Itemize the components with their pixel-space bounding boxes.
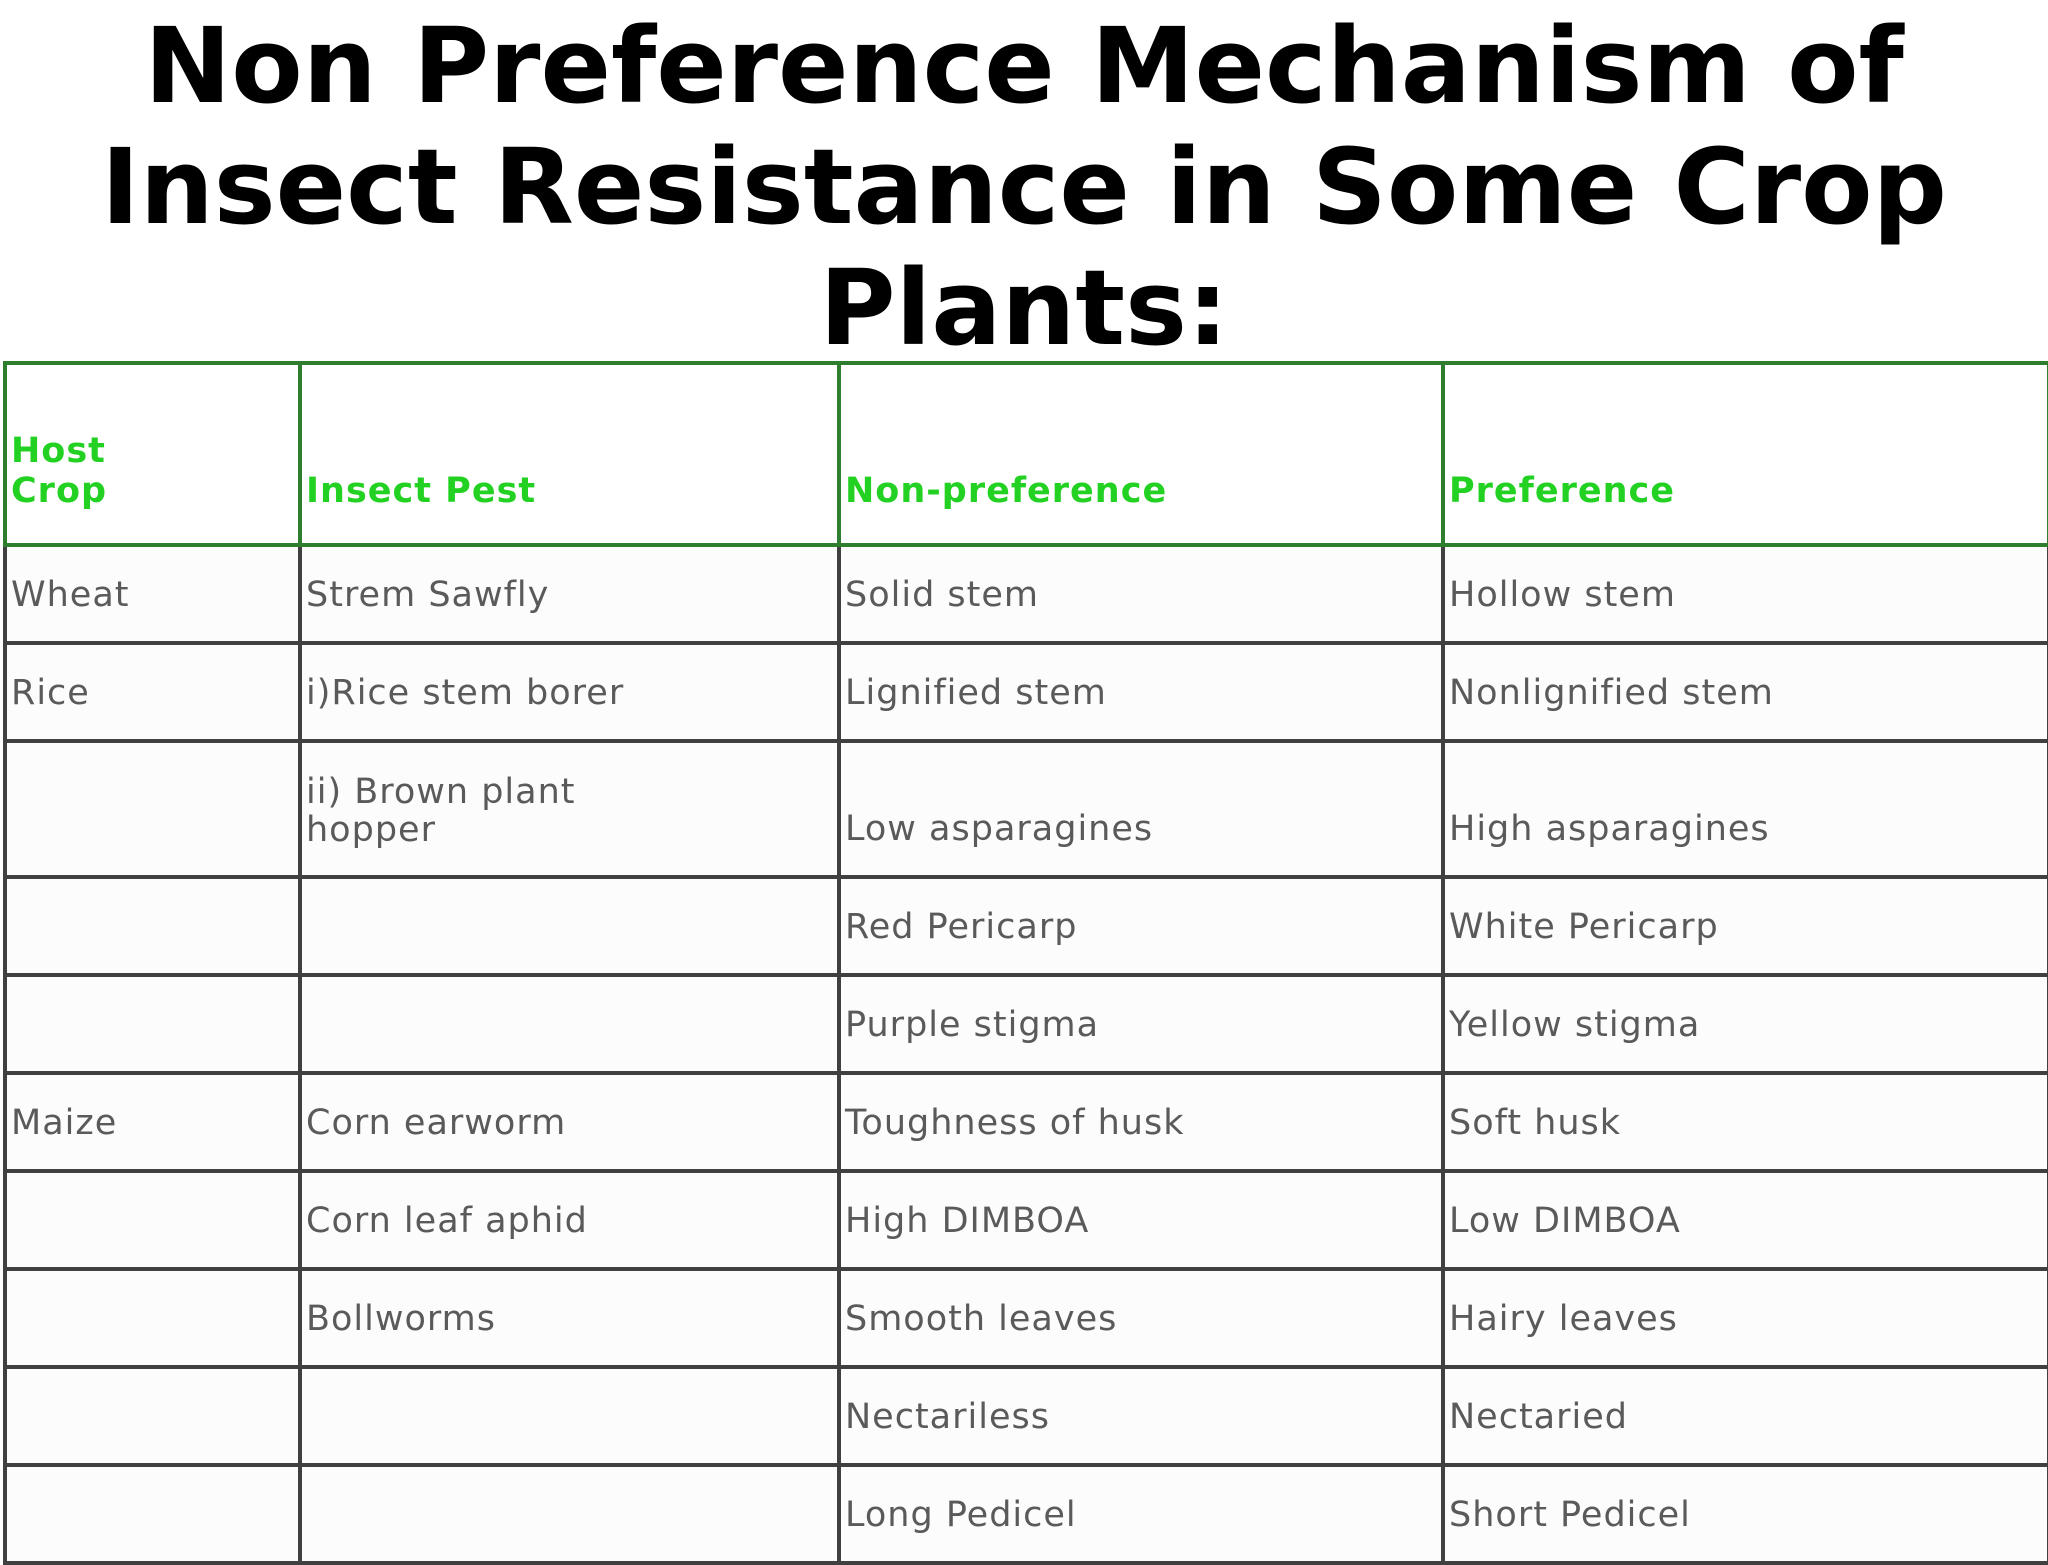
cell-insect-pest [298, 875, 841, 977]
cell-insect-pest: Bollworms [298, 1267, 841, 1369]
cell-host-crop: Wheat [3, 543, 302, 645]
cell-insect-pest: Corn earworm [298, 1071, 841, 1173]
cell-insect-pest: Strem Sawfly [298, 543, 841, 645]
cell-host-crop [3, 739, 302, 879]
cell-non-preference: Red Pericarp [837, 875, 1445, 977]
cell-host-crop: Maize [3, 1071, 302, 1173]
header-preference: Preference [1441, 361, 2048, 547]
cell-non-preference: Low asparagines [837, 739, 1445, 879]
cell-host-crop [3, 1169, 302, 1271]
table-row: ii) Brown plant hopper Low asparagines H… [3, 739, 2048, 879]
cell-insect-pest [298, 1463, 841, 1565]
page-title: Non Preference Mechanism of Insect Resis… [0, 6, 2048, 369]
table-row: Wheat Strem Sawfly Solid stem Hollow ste… [3, 543, 2048, 645]
cell-insect-pest: Corn leaf aphid [298, 1169, 841, 1271]
cell-non-preference: Lignified stem [837, 641, 1445, 743]
cell-preference: White Pericarp [1441, 875, 2048, 977]
title-line-2: Insect Resistance in Some Crop [101, 126, 1947, 248]
header-host-crop: Host Crop [3, 361, 302, 547]
cell-insect-pest: i)Rice stem borer [298, 641, 841, 743]
header-insect-pest: Insect Pest [298, 361, 841, 547]
cell-host-crop [3, 875, 302, 977]
cell-non-preference: Smooth leaves [837, 1267, 1445, 1369]
table-row: Bollworms Smooth leaves Hairy leaves [3, 1267, 2048, 1369]
table-row: Nectariless Nectaried [3, 1365, 2048, 1467]
table-row: Rice i)Rice stem borer Lignified stem No… [3, 641, 2048, 743]
cell-preference: Nectaried [1441, 1365, 2048, 1467]
cell-non-preference: High DIMBOA [837, 1169, 1445, 1271]
cell-non-preference: Nectariless [837, 1365, 1445, 1467]
cell-insect-pest [298, 973, 841, 1075]
cell-preference: Hairy leaves [1441, 1267, 2048, 1369]
cell-preference: Yellow stigma [1441, 973, 2048, 1075]
table-row: Purple stigma Yellow stigma [3, 973, 2048, 1075]
cell-insect-pest [298, 1365, 841, 1467]
title-line-1: Non Preference Mechanism of [144, 5, 1904, 127]
cell-preference: Low DIMBOA [1441, 1169, 2048, 1271]
table-row: Red Pericarp White Pericarp [3, 875, 2048, 977]
table-header-row: Host Crop Insect Pest Non-preference Pre… [3, 361, 2048, 547]
cell-non-preference: Solid stem [837, 543, 1445, 645]
resistance-table: Host Crop Insect Pest Non-preference Pre… [3, 361, 2048, 1565]
cell-host-crop: Rice [3, 641, 302, 743]
cell-non-preference: Long Pedicel [837, 1463, 1445, 1565]
cell-preference: Hollow stem [1441, 543, 2048, 645]
table-row: Maize Corn earworm Toughness of husk Sof… [3, 1071, 2048, 1173]
table-row: Long Pedicel Short Pedicel [3, 1463, 2048, 1565]
table-row: Corn leaf aphid High DIMBOA Low DIMBOA [3, 1169, 2048, 1271]
header-non-preference: Non-preference [837, 361, 1445, 547]
cell-host-crop [3, 1463, 302, 1565]
cell-preference: High asparagines [1441, 739, 2048, 879]
cell-preference: Nonlignified stem [1441, 641, 2048, 743]
cell-preference: Short Pedicel [1441, 1463, 2048, 1565]
cell-host-crop [3, 1365, 302, 1467]
cell-non-preference: Toughness of husk [837, 1071, 1445, 1173]
cell-non-preference: Purple stigma [837, 973, 1445, 1075]
cell-host-crop [3, 1267, 302, 1369]
cell-insect-pest: ii) Brown plant hopper [298, 739, 841, 879]
cell-preference: Soft husk [1441, 1071, 2048, 1173]
title-line-3: Plants: [819, 247, 1229, 369]
cell-host-crop [3, 973, 302, 1075]
